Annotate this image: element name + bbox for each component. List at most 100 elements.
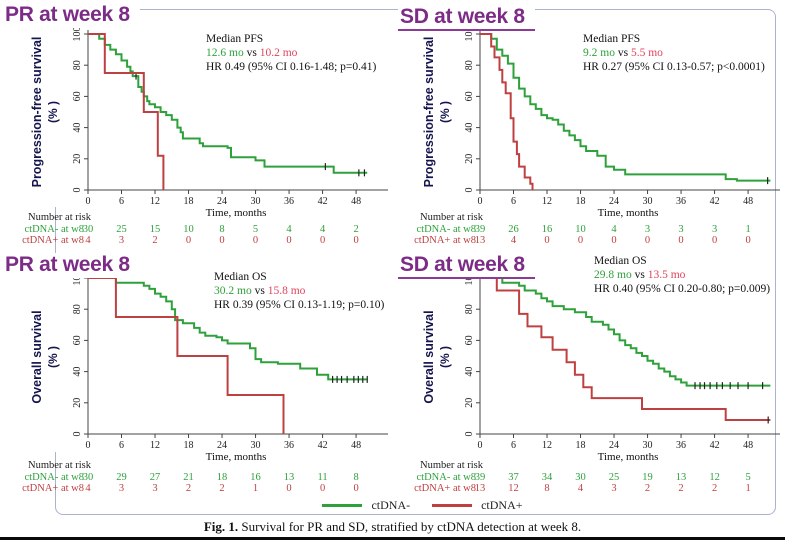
x-tick-label: 24 (609, 196, 619, 207)
annotation-median-values: 9.2 mo vs 5.5 mo (583, 47, 663, 59)
risk-count: 8 (544, 483, 550, 494)
y-tick-label: 20 (464, 398, 475, 408)
y-tick-label: 60 (464, 335, 475, 345)
x-tick-label: 12 (150, 440, 160, 451)
ctdna-neg-curve (88, 277, 368, 381)
risk-table-os-sd: Number at risk ctDNA- at w8 39 37 34 30 25 19 13… (392, 460, 785, 500)
x-tick-label: 42 (710, 440, 720, 451)
x-tick-label: 0 (86, 440, 91, 451)
figure-caption: Fig. 1. Survival for PR and SD, stratifi… (0, 519, 785, 535)
risk-count: 0 (185, 235, 192, 246)
risk-row-label: ctDNA+ at w8 (22, 235, 84, 246)
x-tick-label: 24 (217, 440, 227, 451)
x-tick-label: 48 (351, 196, 361, 207)
x-axis-title: Time, months (206, 207, 267, 219)
y-tick-label: 60 (72, 335, 83, 345)
legend-item-ctdna-pos: ctDNA+ (432, 498, 523, 513)
y-axis-label-line2: (% ) (437, 346, 452, 368)
y-tick-label: 80 (72, 304, 83, 314)
risk-count: 0 (745, 235, 751, 246)
risk-count: 0 (252, 235, 259, 246)
y-tick-label: 80 (464, 60, 475, 70)
risk-count: 1 (252, 483, 259, 494)
panel-title: SD at week 8 (398, 253, 535, 280)
y-tick-label: 80 (464, 304, 475, 314)
risk-count: 30 (575, 472, 586, 483)
risk-count: 13 (283, 472, 295, 483)
x-tick-label: 0 (478, 440, 483, 451)
risk-count: 8 (353, 472, 359, 483)
risk-row-label: ctDNA- at w8 (416, 224, 476, 235)
risk-count: 15 (149, 224, 161, 235)
y-axis-label-line1: Progression-free survival (30, 36, 44, 188)
risk-table-header: Number at risk (28, 460, 91, 471)
bottom-rule (0, 537, 785, 540)
km-plot-pfs-pr: 0 20 40 60 80 100 0 6 12 18 24 30 36 42 48 Time, months… (72, 27, 388, 219)
x-tick-label: 18 (576, 440, 586, 451)
risk-count: 3 (611, 483, 617, 494)
y-tick-label: 60 (72, 91, 83, 101)
x-tick-label: 48 (351, 440, 361, 451)
risk-count: 11 (317, 472, 328, 483)
annotation-median-title: Median PFS (206, 33, 263, 45)
y-tick-label: 0 (464, 188, 475, 193)
x-axis-title: Time, months (206, 451, 267, 463)
y-axis-label-line2: (% ) (437, 101, 452, 123)
x-tick-label: 6 (511, 196, 516, 207)
panel-title: PR at week 8 (3, 253, 140, 279)
y-tick-label: 40 (72, 123, 83, 133)
risk-count: 2 (185, 483, 192, 494)
legend-label-ctdna-neg: ctDNA- (371, 498, 411, 512)
y-axis-label: Overall survival (% ) (30, 262, 64, 452)
risk-count: 0 (319, 235, 326, 246)
x-tick-label: 24 (217, 196, 227, 207)
y-axis-label: Overall survival (% ) (422, 262, 456, 452)
risk-row-label: ctDNA+ at w8 (414, 235, 476, 246)
panel-pfs-pr: PR at week 8 Progression-free survival (… (0, 0, 392, 250)
risk-table-header: Number at risk (420, 212, 483, 223)
ctdna-neg-curve (480, 33, 771, 182)
x-tick-label: 36 (284, 440, 294, 451)
risk-count: 3 (118, 235, 125, 246)
risk-count: 5 (252, 224, 259, 235)
x-tick-label: 36 (676, 440, 686, 451)
risk-count: 0 (577, 235, 584, 246)
y-tick-label: 40 (72, 367, 83, 377)
risk-count: 0 (286, 483, 292, 494)
risk-count: 3 (711, 224, 718, 235)
x-tick-label: 42 (710, 196, 720, 207)
risk-count: 8 (219, 224, 225, 235)
risk-row-label: ctDNA- at w8 (24, 472, 84, 483)
annotation-median-title: Median OS (214, 271, 267, 283)
risk-table-header: Number at risk (420, 460, 483, 471)
risk-count: 4 (85, 483, 91, 494)
panel-title: PR at week 8 (3, 3, 140, 29)
panel-pfs-sd: SD at week 8 Progression-free survival (… (392, 0, 785, 250)
y-axis-label: Progression-free survival (% ) (30, 17, 64, 207)
y-tick-label: 0 (72, 432, 83, 437)
risk-row-label: ctDNA+ at w8 (22, 483, 84, 494)
y-tick-label: 40 (464, 367, 475, 377)
y-axis-label: Progression-free survival (% ) (422, 17, 456, 207)
risk-count: 2 (678, 483, 684, 494)
risk-count: 0 (353, 483, 359, 494)
risk-count: 0 (711, 235, 718, 246)
risk-table-pfs-sd: Number at risk ctDNA- at w8 39 26 16 10 4 3 3 3 1 c… (392, 212, 785, 252)
y-tick-label: 60 (464, 91, 475, 101)
risk-count: 0 (611, 235, 617, 246)
x-tick-label: 0 (478, 196, 483, 207)
panel-os-sd: SD at week 8 Overall survival (% ) 0 20 40… (392, 250, 785, 514)
risk-count: 1 (745, 483, 751, 494)
annotation-hr: HR 0.27 (95% CI 0.13-0.57; p<0.0001) (583, 61, 765, 73)
risk-count: 4 (577, 483, 584, 494)
x-tick-label: 18 (576, 196, 586, 207)
panel-title: SD at week 8 (398, 5, 535, 32)
caption-label: Fig. 1. (203, 519, 239, 534)
risk-count: 0 (286, 235, 292, 246)
risk-count: 39 (474, 224, 486, 235)
annotation-hr: HR 0.40 (95% CI 0.20-0.80; p=0.009) (594, 283, 770, 295)
risk-count: 13 (474, 483, 486, 494)
risk-count: 27 (149, 472, 161, 483)
x-axis-title: Time, months (598, 207, 659, 219)
